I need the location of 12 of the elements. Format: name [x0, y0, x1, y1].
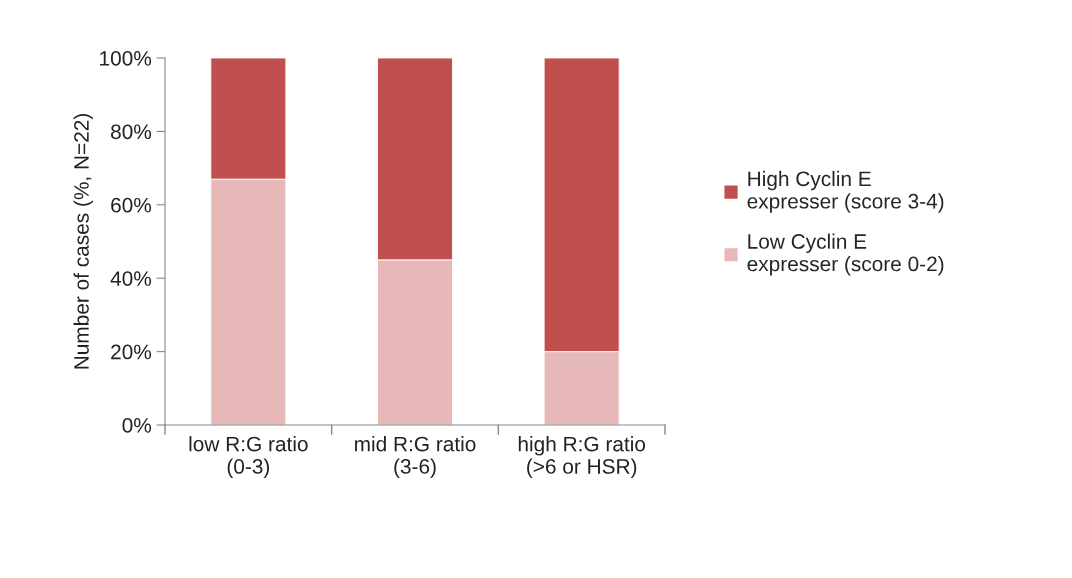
- x-tick-label: high R:G ratio (>6 or HSR): [518, 436, 646, 478]
- y-tick-label: 40%: [110, 271, 152, 286]
- y-tick-label: 80%: [111, 124, 152, 140]
- y-axis-title: Number of cases (%, N=22): [73, 113, 93, 369]
- y-tick-label: 100%: [100, 51, 152, 66]
- legend-label: High Cyclin E expresser (score 3-4): [747, 170, 944, 213]
- x-tick-label: mid R:G ratio (3-6): [355, 436, 476, 478]
- legend-label: Low Cyclin E expresser (score 0-2): [747, 233, 944, 276]
- y-tick-label: 20%: [111, 344, 152, 360]
- y-tick-label: 60%: [111, 197, 152, 213]
- y-tick-label: 0%: [122, 418, 152, 433]
- x-tick-label: low R:G ratio (0-3): [189, 436, 308, 478]
